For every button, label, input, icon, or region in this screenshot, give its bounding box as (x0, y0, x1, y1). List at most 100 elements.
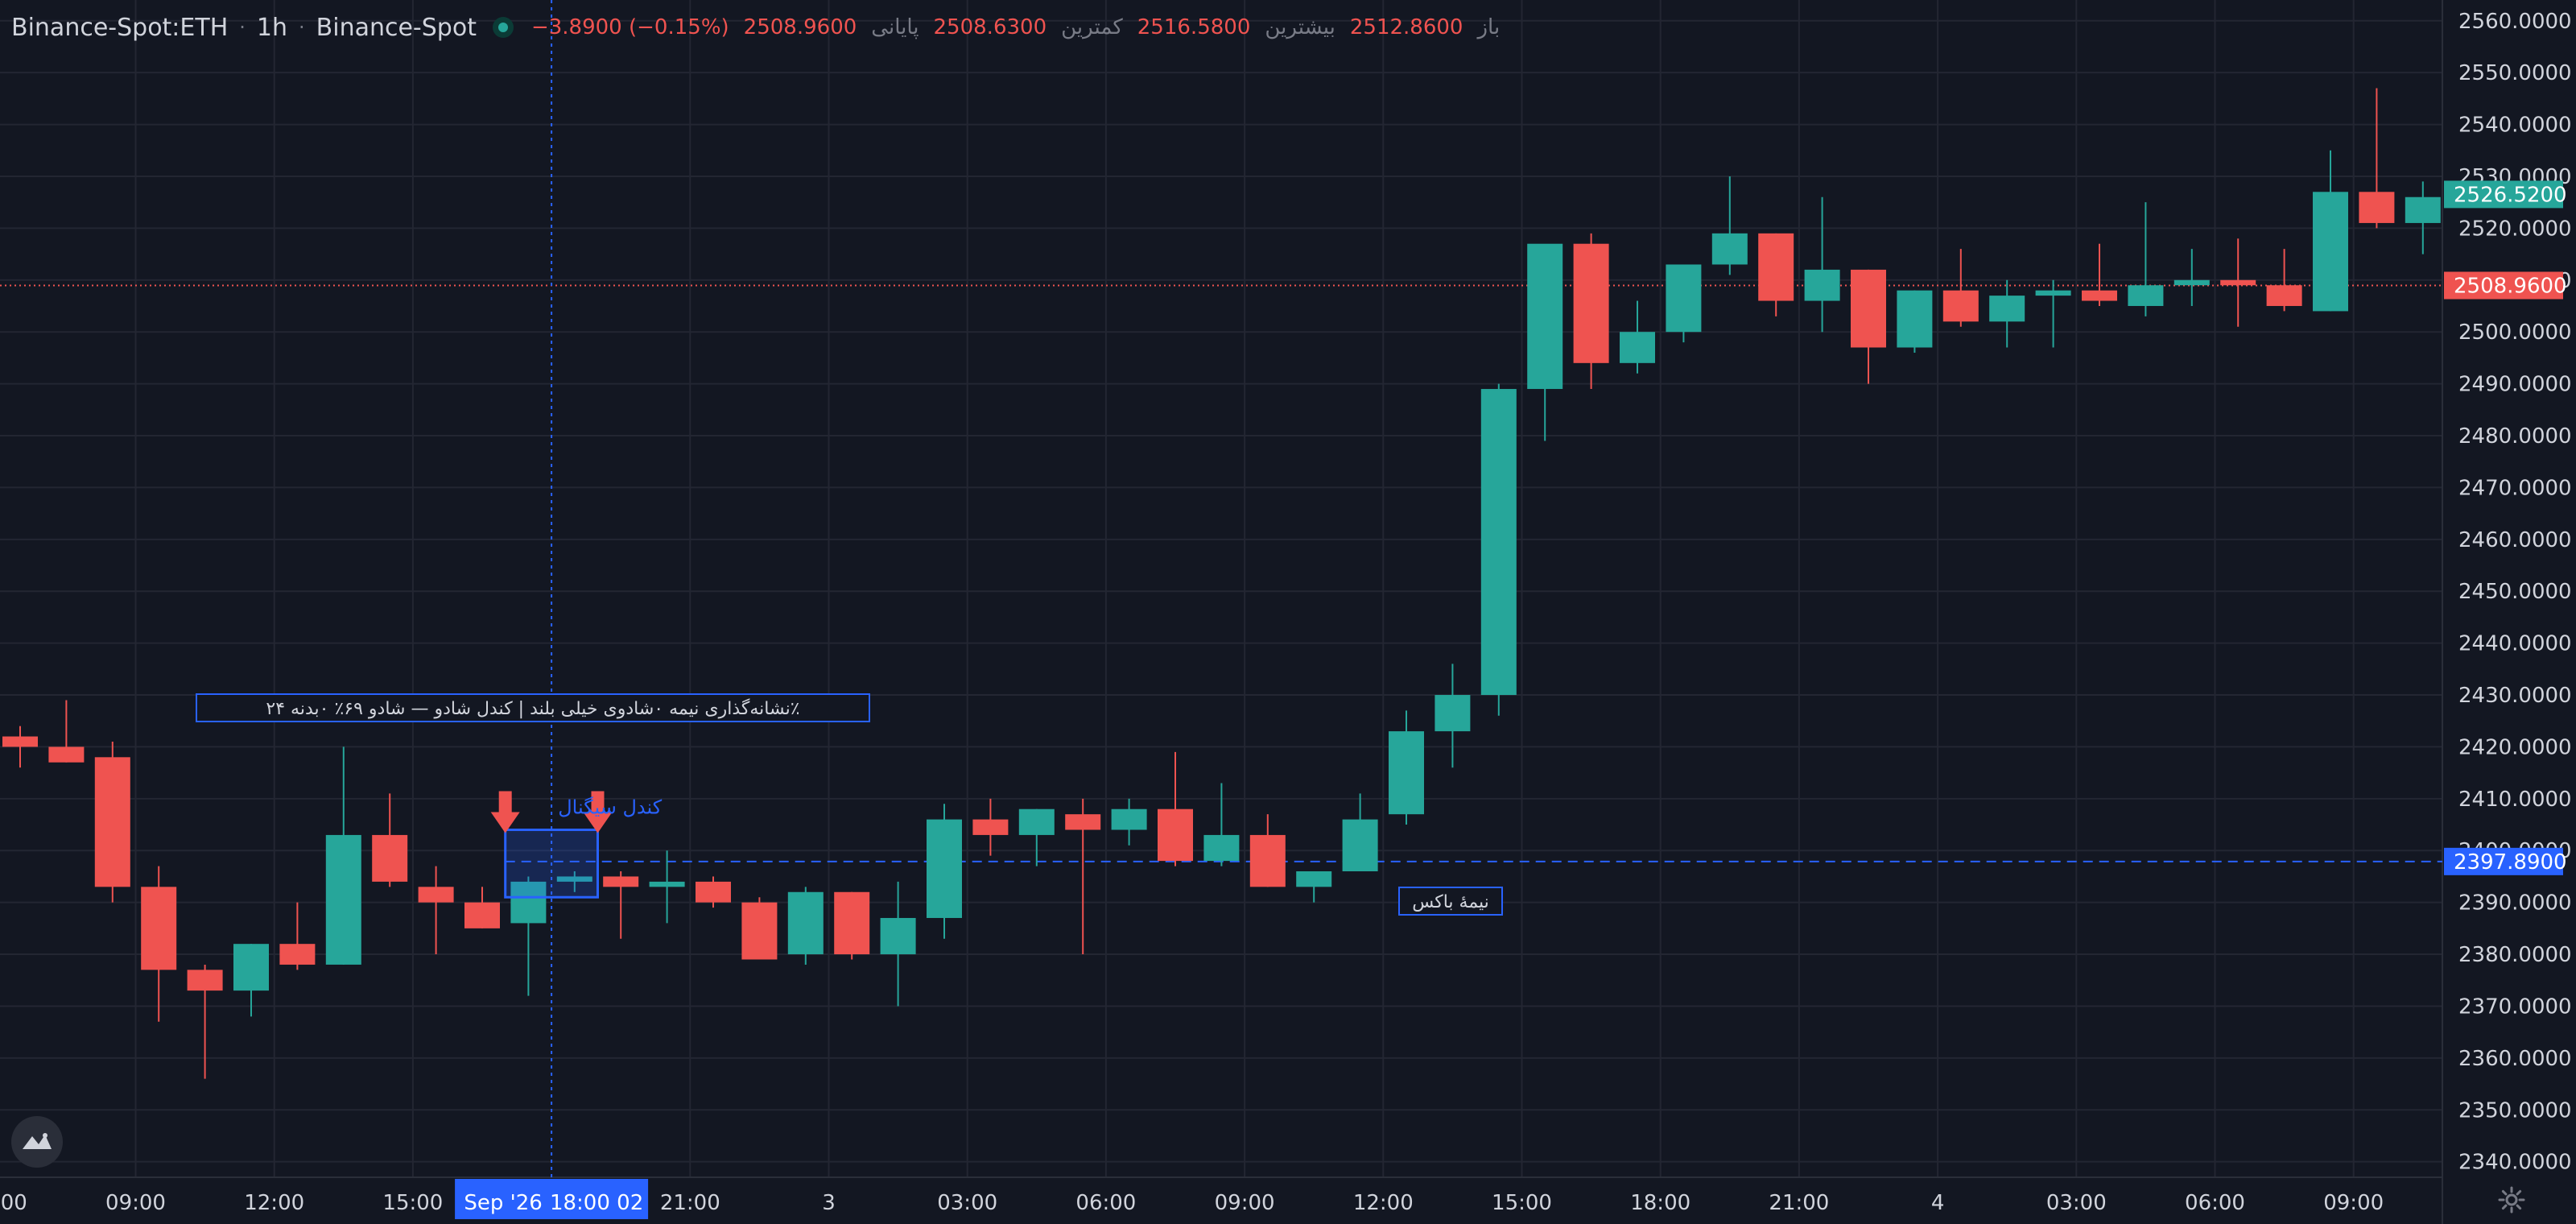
candle-body[interactable] (94, 757, 130, 887)
time-tick-label: 09:00 (105, 1191, 166, 1215)
candle-body[interactable] (1389, 731, 1424, 815)
candle-body[interactable] (1711, 233, 1748, 265)
pattern-note-text: ٪نشانه‌گذاری نیمه ۰شادوی خیلی بلند | کند… (266, 698, 799, 719)
price-badge (2444, 271, 2563, 300)
candle-body[interactable] (418, 887, 454, 903)
candle-body[interactable] (1158, 808, 1193, 862)
candle-body[interactable] (233, 944, 269, 991)
candle-body[interactable] (1111, 808, 1147, 830)
candle-body[interactable] (696, 881, 731, 903)
candle-body[interactable] (834, 891, 870, 955)
price-badge-label: 2397.8900 (2454, 850, 2567, 875)
pattern-note-box[interactable] (196, 693, 870, 722)
crosshair-time-badge (455, 1179, 649, 1219)
candle-body[interactable] (603, 876, 639, 887)
candle-body[interactable] (1758, 233, 1794, 301)
change-value: −3.8900 (−0.15%) (530, 15, 729, 39)
header-separator: · (299, 16, 305, 39)
candle-body[interactable] (2, 736, 38, 747)
market-status-icon (492, 17, 514, 38)
candle-body[interactable] (556, 876, 592, 882)
crosshair-date-label: Sep '26 (464, 1191, 543, 1215)
candle-body[interactable] (1573, 243, 1609, 363)
symbol-name[interactable]: Binance-Spot:ETH (11, 13, 229, 42)
candle-body[interactable] (2035, 290, 2071, 296)
candle-body[interactable] (2174, 279, 2210, 286)
price-tick-label: 2380.0000 (2458, 943, 2572, 967)
candle-body[interactable] (649, 881, 685, 887)
candle-body[interactable] (325, 834, 361, 965)
candle-body[interactable] (1942, 290, 1979, 322)
candle-body[interactable] (1897, 290, 1933, 348)
price-tick-label: 2370.0000 (2458, 994, 2572, 1019)
candle-body[interactable] (2128, 285, 2164, 306)
candle-body[interactable] (1203, 834, 1240, 862)
price-tick-label: 2500.0000 (2458, 320, 2572, 345)
signal-arrow-down-icon (490, 812, 520, 833)
price-tick-label: 2520.0000 (2458, 217, 2572, 241)
candle-body[interactable] (2313, 192, 2348, 312)
candle-body[interactable] (2220, 279, 2256, 286)
candle-body[interactable] (1342, 819, 1378, 872)
candle-body[interactable] (1666, 264, 1702, 333)
high-label: بیشترین (1265, 15, 1335, 39)
price-tick-label: 2440.0000 (2458, 632, 2572, 656)
time-tick-label: 15:00 (1492, 1191, 1552, 1215)
candle-body[interactable] (741, 902, 778, 960)
candle-body[interactable] (510, 881, 547, 924)
candle-body[interactable] (1851, 269, 1886, 348)
gear-icon (2498, 1186, 2525, 1214)
time-tick-label: 03:00 (937, 1191, 997, 1215)
price-tick-label: 2390.0000 (2458, 891, 2572, 916)
candle-body[interactable] (48, 746, 85, 763)
price-tick-label: 2430.0000 (2458, 684, 2572, 708)
candle-body[interactable] (1527, 243, 1563, 390)
price-tick-label: 2340.0000 (2458, 1151, 2572, 1175)
candle-body[interactable] (1435, 695, 1471, 732)
candle-body[interactable] (1018, 808, 1055, 835)
candle-body[interactable] (187, 970, 223, 991)
candle-body[interactable] (1249, 834, 1286, 887)
candle-body[interactable] (279, 944, 316, 965)
price-tick-label: 2490.0000 (2458, 373, 2572, 397)
time-tick-label: 3 (822, 1191, 836, 1215)
candle-body[interactable] (972, 819, 1009, 835)
candle-body[interactable] (372, 834, 408, 882)
signal-arrow-shaft (498, 791, 512, 814)
candle-body[interactable] (787, 891, 824, 955)
candle-body[interactable] (2359, 192, 2395, 223)
price-tick-label: 2550.0000 (2458, 61, 2572, 85)
crosshair-time-label: 18:00 02 (550, 1191, 643, 1215)
candle-body[interactable] (927, 819, 962, 918)
candle-body[interactable] (2266, 285, 2302, 306)
candle-body[interactable] (1620, 332, 1655, 363)
candle-body[interactable] (1296, 871, 1332, 887)
time-tick-label: 21:00 (660, 1191, 720, 1215)
candle-body[interactable] (1989, 296, 2025, 322)
high-value: 2516.5800 (1137, 15, 1251, 39)
time-tick-label: 18:00 (1630, 1191, 1690, 1215)
half-box-label-box[interactable] (1398, 887, 1503, 916)
candle-body[interactable] (1480, 389, 1517, 696)
settings-gear-icon[interactable] (2496, 1184, 2528, 1216)
candle-body[interactable] (2405, 196, 2441, 223)
price-badge-label: 2526.5200 (2454, 183, 2567, 207)
tradingview-logo-icon[interactable] (11, 1116, 63, 1168)
candle-body[interactable] (1065, 814, 1101, 830)
time-tick-label: 4 (1931, 1191, 1945, 1215)
candle-body[interactable] (2082, 290, 2117, 301)
candle-body[interactable] (1804, 269, 1840, 301)
header-separator: · (239, 16, 246, 39)
price-tick-label: 2350.0000 (2458, 1098, 2572, 1123)
interval[interactable]: 1h (256, 13, 288, 42)
candle-body[interactable] (464, 902, 500, 928)
time-tick-label: 12:00 (1353, 1191, 1414, 1215)
candle-body[interactable] (880, 917, 916, 955)
candle-body[interactable] (141, 887, 177, 970)
ohlc-legend: باز 2512.8600 بیشترین 2516.5800 کمترین 2… (531, 15, 1500, 39)
time-tick-label: 03:00 (2046, 1191, 2107, 1215)
logo-icon (23, 1133, 52, 1149)
